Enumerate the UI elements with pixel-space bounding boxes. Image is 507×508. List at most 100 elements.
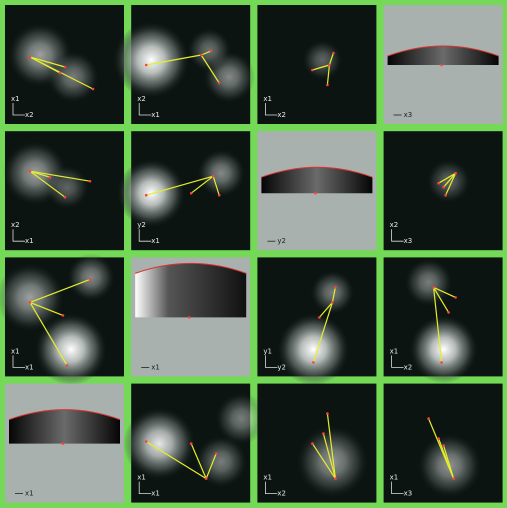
panel: y2 x1 [117,131,251,251]
link-line [212,176,220,196]
node-dot [312,361,315,364]
node-dot [144,440,148,443]
axis-glyph [12,229,25,242]
axis-glyph [12,355,25,368]
node-dot [61,442,65,445]
link-line [200,50,212,56]
v-axis-label: x1 [263,474,272,482]
node-dot [144,193,148,197]
link-line [200,54,220,84]
node-dot [332,51,335,55]
node-dot [48,175,52,179]
axis-glyph [138,481,152,495]
node-dot [442,444,445,447]
hub-dot [331,301,334,304]
profile-band [9,409,120,444]
panel: x3 [383,5,503,124]
node-dot [334,286,337,289]
v-axis-label: x1 [137,474,146,482]
link-line [331,287,336,303]
link-line [322,433,336,479]
node-dot [217,193,221,197]
v-axis-label: y2 [137,221,146,229]
h-axis-label: x1 [151,363,160,371]
node-dot [454,296,457,299]
link-line [145,441,207,480]
link-line [29,170,66,198]
link-line [438,172,456,184]
profile-curve [8,409,121,421]
density-blob [123,407,196,480]
node-dot [61,314,65,317]
node-dot [440,63,443,67]
node-dot [322,432,325,435]
link-line [29,170,51,178]
panel: x2 x1 [113,5,256,124]
link-line [205,453,217,479]
node-dot [311,442,314,445]
density-blob [35,313,107,386]
link-line [318,302,333,318]
node-dot [326,83,329,87]
node-dot [63,65,67,69]
hub-dot [454,171,457,175]
node-dot [58,71,62,75]
panel: x1 x2 [5,5,124,124]
hub-dot [28,169,32,173]
link-line [326,413,336,479]
h-axis-label: x1 [151,237,160,245]
profile-band [387,46,499,65]
h-axis-label: x2 [404,363,413,371]
link-line [433,286,456,298]
v-axis-label: x2 [11,221,20,229]
node-dot [447,311,450,314]
panel: x1 [5,383,124,503]
axis-glyph [264,355,278,368]
density-blob [67,253,115,302]
density-blob [47,51,99,103]
density-blob [197,149,246,198]
panel: x1 x2 [257,383,377,503]
node-dot [427,417,430,420]
link-line [29,56,66,68]
hub-dot [199,53,203,57]
h-axis-label: y2 [277,363,286,371]
link-line [312,64,330,71]
density-blob [409,315,478,384]
node-dot [65,364,69,367]
density-blob [296,425,369,498]
node-dot [318,316,321,319]
profile-curve [387,45,499,57]
node-dot [187,316,191,319]
node-dot [189,191,193,195]
link-line [311,443,336,479]
v-axis-label: y1 [263,347,272,355]
axis-glyph [138,229,152,242]
panel: x1 x1 [123,383,268,503]
link-line [29,170,91,182]
h-axis-label: x2 [25,111,34,119]
node-dot [144,63,148,67]
h-axis-label: x3 [404,111,413,119]
node-dot [437,437,440,440]
hub-dot [432,286,435,289]
link-line [29,56,61,74]
density-blob [215,392,268,445]
panel: x1 x2 [257,5,377,124]
hub-dot [28,55,32,59]
v-axis-label: x1 [11,95,20,103]
v-axis-label: x1 [263,95,272,103]
link-line [29,301,64,316]
axis-glyph [12,103,25,116]
node-dot [217,81,221,85]
h-axis-label: x3 [404,490,413,498]
density-blob [404,258,453,307]
h-axis-label: x3 [404,237,413,245]
h-axis-label: x2 [277,111,286,119]
panel: x1 x1 [0,253,124,386]
link-line [328,52,334,66]
hub-dot [328,63,331,67]
node-dot [314,191,317,195]
hub-dot [204,477,208,480]
h-axis-label: x2 [277,490,286,498]
